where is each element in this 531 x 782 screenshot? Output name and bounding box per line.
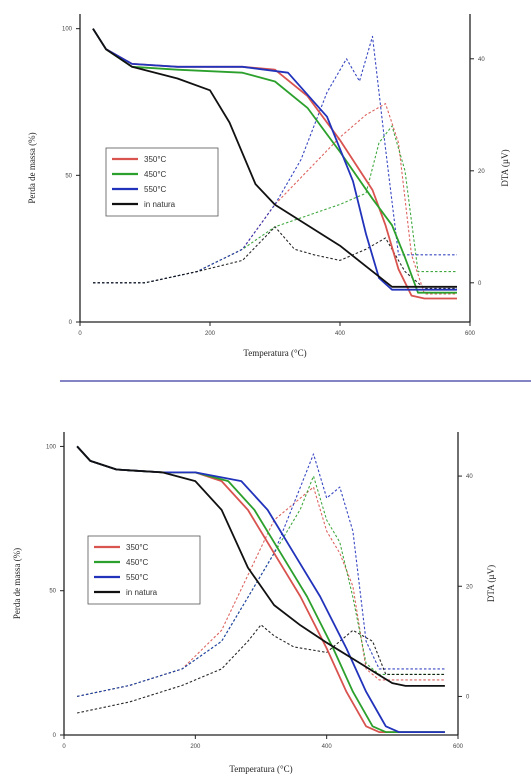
y2-tick-label: 40 (478, 57, 485, 63)
x-tick-label: 200 (205, 331, 216, 337)
series-in-natura (76, 445, 445, 687)
x-tick-label: 200 (190, 744, 201, 750)
panel-top-chart: 0 200 400 600 0 50 100 0 20 40 Temperatura (°C) Per… (27, 14, 510, 358)
series-in-natura-dta (76, 624, 445, 714)
x-tick-label: 400 (335, 331, 346, 337)
y2-tick-label: 40 (466, 474, 473, 480)
series-450-c-dta (76, 475, 445, 697)
y-tick-label: 0 (69, 320, 73, 326)
legend-label: 450°C (126, 558, 149, 567)
series-in-natura-dta (93, 226, 457, 289)
y-tick-label: 0 (53, 733, 57, 739)
x-tick-label: 600 (453, 744, 464, 750)
y-tick-label: 50 (49, 589, 56, 595)
legend: 350°C 450°C 550°C in natura (105, 147, 219, 217)
y2-tick-label: 0 (466, 694, 470, 700)
y2-tick-label: 20 (478, 169, 485, 175)
y-tick-label: 100 (62, 27, 73, 33)
x-tick-label: 400 (322, 744, 333, 750)
legend-label: 550°C (144, 185, 167, 194)
y2-tick-label: 0 (478, 281, 482, 287)
series-in-natura (92, 28, 457, 288)
y-axis-title-right: DTA (µV) (486, 565, 496, 602)
legend-label: 350°C (144, 155, 167, 164)
y-axis-title-left: Perda de massa (%) (12, 548, 22, 619)
y-tick-label: 50 (65, 173, 72, 179)
legend: 350°C 450°C 550°C in natura (87, 535, 201, 605)
series-550-c (92, 28, 457, 291)
legend-label: in natura (126, 588, 158, 597)
legend-label: 350°C (126, 543, 149, 552)
legend-label: in natura (144, 200, 176, 209)
y-tick-label: 100 (46, 444, 57, 450)
x-tick-label: 600 (465, 331, 476, 337)
series-550-c-dta (76, 453, 445, 697)
legend-label: 550°C (126, 573, 149, 582)
legend-label: 450°C (144, 170, 167, 179)
panel-bottom-chart: 0 200 400 600 0 50 100 0 20 40 Temperatura (°C) Per… (12, 432, 496, 774)
y-axis-title-left: Perda de massa (%) (27, 132, 37, 203)
x-tick-label: 0 (62, 744, 66, 750)
y-axis-title-right: DTA (µV) (500, 149, 510, 186)
x-tick-label: 0 (78, 331, 82, 337)
y2-tick-label: 20 (466, 584, 473, 590)
x-axis-title: Temperatura (°C) (229, 764, 292, 774)
x-axis-title: Temperatura (°C) (243, 348, 306, 358)
